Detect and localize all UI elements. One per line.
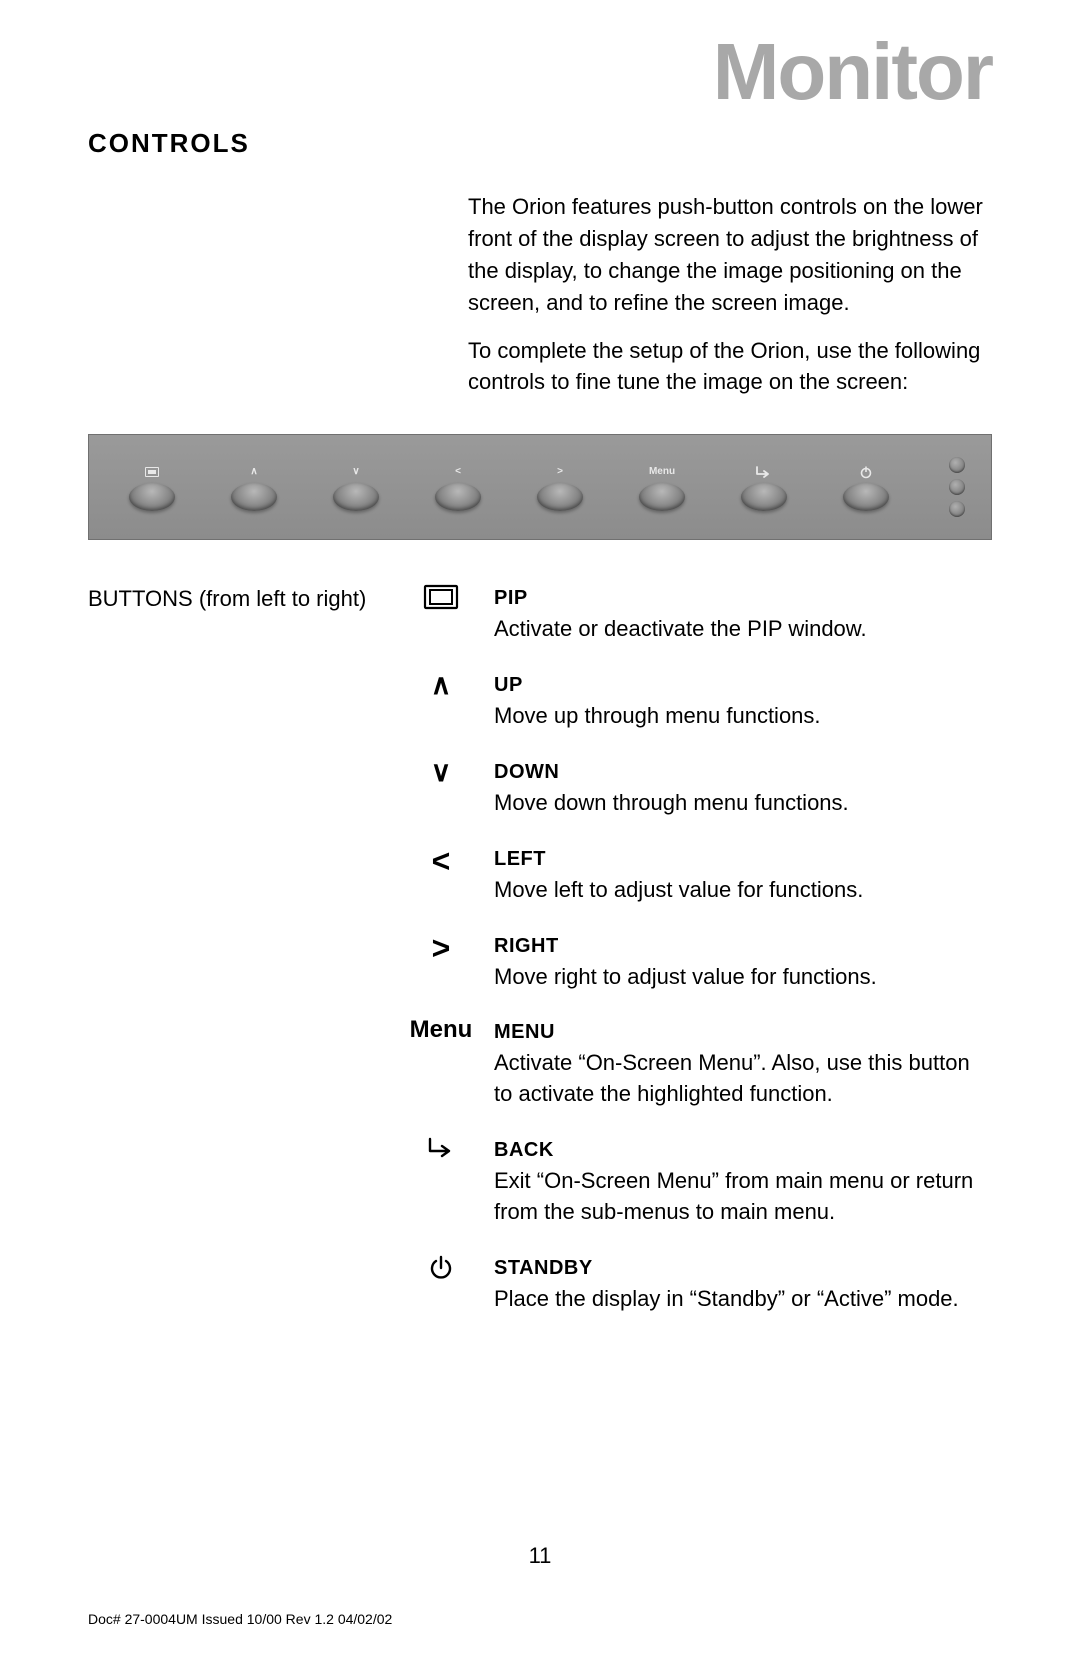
def-term-menu: MENU xyxy=(494,1018,992,1046)
panel-button-pip xyxy=(129,464,175,511)
back-icon xyxy=(424,1136,458,1162)
def-desc-pip: Activate or deactivate the PIP window. xyxy=(494,614,992,645)
def-desc-menu: Activate “On-Screen Menu”. Also, use thi… xyxy=(494,1048,992,1110)
def-desc-up: Move up through menu functions. xyxy=(494,701,992,732)
def-desc-down: Move down through menu functions. xyxy=(494,788,992,819)
footer-doc-info: Doc# 27-0004UM Issued 10/00 Rev 1.2 04/0… xyxy=(88,1611,392,1627)
def-term-up: UP xyxy=(494,671,992,699)
def-desc-left: Move left to adjust value for functions. xyxy=(494,875,992,906)
button-definitions: BUTTONS (from left to right) PIP Activat… xyxy=(88,584,992,1314)
buttons-from-left-label: BUTTONS (from left to right) xyxy=(88,584,388,615)
def-term-pip: PIP xyxy=(494,584,992,612)
up-icon: ∧ xyxy=(406,671,476,699)
right-icon: > xyxy=(406,932,476,964)
section-title-controls: Controls xyxy=(88,128,992,159)
def-desc-back: Exit “On-Screen Menu” from main menu or … xyxy=(494,1166,992,1228)
panel-button-back xyxy=(741,464,787,511)
intro-paragraph-2: To complete the setup of the Orion, use … xyxy=(468,335,992,399)
page-number: 11 xyxy=(0,1543,1080,1569)
menu-icon: Menu xyxy=(406,1018,476,1042)
panel-button-menu: Menu xyxy=(639,464,685,511)
left-icon: < xyxy=(406,845,476,877)
panel-button-right: > xyxy=(537,464,583,511)
down-icon: ∨ xyxy=(406,758,476,786)
panel-status-leds xyxy=(949,457,965,517)
def-term-left: LEFT xyxy=(494,845,992,873)
back-icon xyxy=(755,465,773,479)
def-term-standby: STANDBY xyxy=(494,1254,992,1282)
pip-icon xyxy=(423,584,459,610)
panel-button-left: < xyxy=(435,464,481,511)
intro-paragraph-1: The Orion features push-button controls … xyxy=(468,191,992,319)
power-icon xyxy=(427,1254,455,1282)
pip-icon xyxy=(145,467,159,477)
def-term-right: RIGHT xyxy=(494,932,992,960)
def-term-down: DOWN xyxy=(494,758,992,786)
page-title: Monitor xyxy=(88,26,992,118)
power-icon xyxy=(859,465,873,479)
panel-button-down: ∨ xyxy=(333,464,379,511)
def-term-back: BACK xyxy=(494,1136,992,1164)
control-panel-illustration: ∧ ∨ < > Menu xyxy=(88,434,992,540)
def-desc-standby: Place the display in “Standby” or “Activ… xyxy=(494,1284,992,1315)
panel-button-up: ∧ xyxy=(231,464,277,511)
def-desc-right: Move right to adjust value for functions… xyxy=(494,962,992,993)
panel-button-standby xyxy=(843,464,889,511)
intro-text: The Orion features push-button controls … xyxy=(468,191,992,398)
